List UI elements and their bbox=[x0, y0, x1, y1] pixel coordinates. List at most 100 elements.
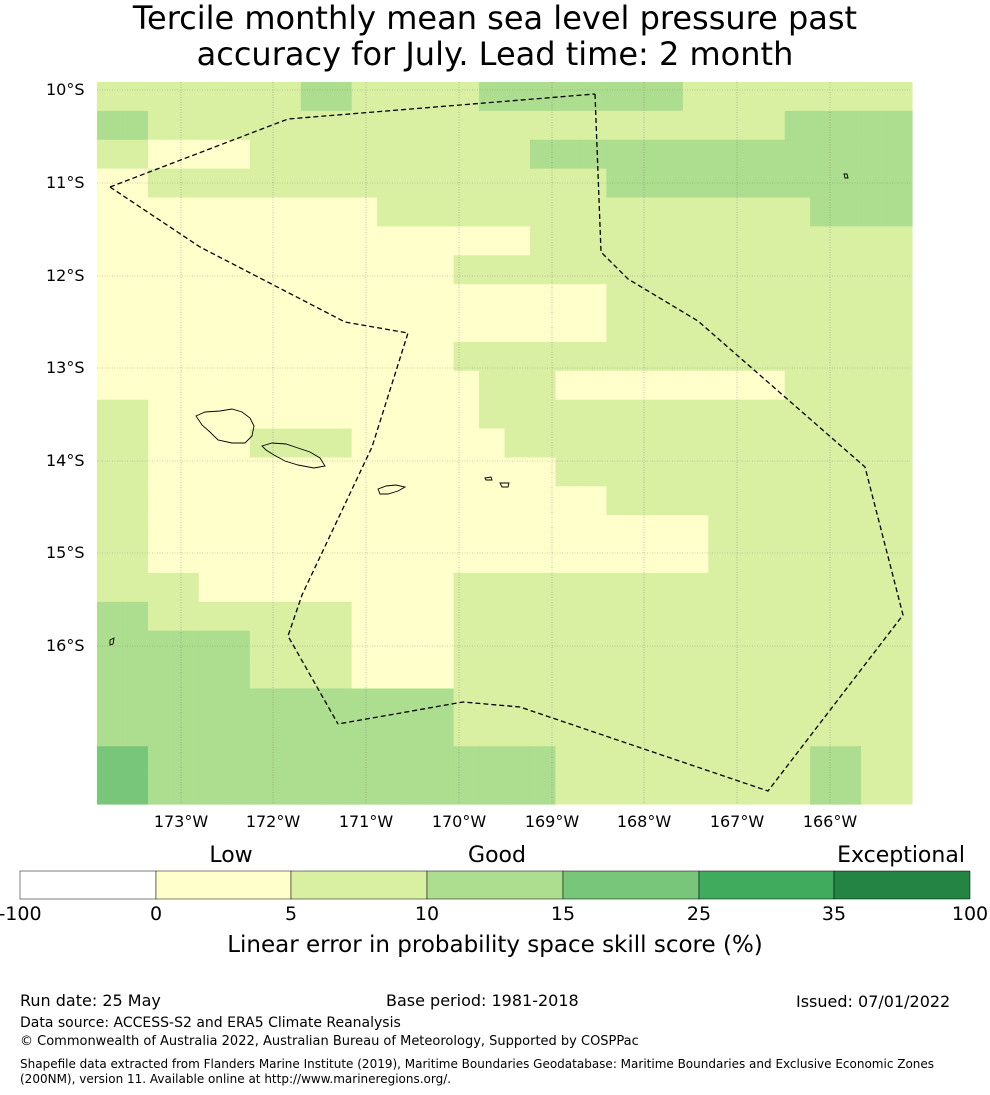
skill-cell bbox=[326, 746, 353, 776]
skill-cell bbox=[428, 428, 455, 459]
skill-cell bbox=[835, 688, 862, 718]
skill-cell bbox=[733, 486, 760, 516]
skill-cell bbox=[402, 110, 429, 141]
skill-cell bbox=[810, 572, 837, 603]
skill-cell bbox=[428, 226, 455, 256]
skill-cell bbox=[631, 226, 658, 256]
skill-cell bbox=[198, 775, 225, 805]
skill-cell bbox=[810, 313, 837, 343]
skill-cell bbox=[504, 370, 531, 401]
skill-cell bbox=[402, 370, 429, 401]
skill-cell bbox=[300, 284, 327, 314]
skill-cell bbox=[122, 313, 149, 343]
skill-cell bbox=[606, 82, 633, 112]
skill-cell bbox=[479, 255, 506, 285]
skill-cell bbox=[733, 428, 760, 459]
colorbar-tick-label: -100 bbox=[0, 903, 42, 925]
skill-cell bbox=[147, 168, 175, 199]
skill-cell bbox=[580, 313, 607, 343]
skill-cell bbox=[224, 139, 251, 170]
skill-cell bbox=[759, 341, 786, 372]
skill-cell bbox=[810, 168, 837, 199]
skill-cell bbox=[529, 572, 557, 603]
skill-cell bbox=[708, 255, 735, 285]
skill-cell bbox=[555, 572, 582, 603]
longitude-label: 167°W bbox=[709, 812, 765, 831]
skill-cell bbox=[453, 139, 480, 170]
skill-cell bbox=[631, 341, 658, 372]
skill-cell bbox=[784, 486, 811, 516]
skill-cell bbox=[631, 197, 658, 227]
skill-cell bbox=[733, 370, 760, 401]
skill-cell bbox=[275, 341, 302, 372]
skill-cell bbox=[147, 717, 175, 747]
skill-cell bbox=[886, 601, 913, 632]
skill-cell bbox=[861, 717, 888, 747]
skill-cell bbox=[733, 544, 760, 574]
skill-cell bbox=[479, 428, 506, 459]
skill-cell bbox=[326, 313, 353, 343]
skill-cell bbox=[580, 746, 607, 776]
skill-cell bbox=[657, 197, 684, 227]
skill-cell bbox=[759, 139, 786, 170]
skill-cell bbox=[147, 746, 175, 776]
skill-cell bbox=[147, 659, 175, 690]
skill-cell bbox=[886, 486, 913, 516]
skill-cell bbox=[555, 630, 582, 661]
skill-cell bbox=[147, 544, 175, 574]
skill-cell bbox=[224, 515, 251, 545]
skill-cell bbox=[708, 168, 735, 199]
skill-cell bbox=[453, 255, 480, 285]
category-exceptional: Exceptional bbox=[837, 843, 965, 868]
skill-cell bbox=[555, 746, 582, 776]
skill-cell bbox=[682, 688, 709, 718]
skill-cell bbox=[249, 82, 276, 112]
skill-cell bbox=[733, 601, 760, 632]
skill-cell bbox=[377, 630, 404, 661]
skill-cell bbox=[224, 630, 251, 661]
skill-cell bbox=[97, 515, 124, 545]
skill-cell bbox=[479, 486, 506, 516]
skill-cell bbox=[606, 746, 633, 776]
skill-cell bbox=[504, 601, 531, 632]
skill-cell bbox=[835, 255, 862, 285]
skill-cell bbox=[682, 341, 709, 372]
skill-cell bbox=[631, 313, 658, 343]
skill-cell bbox=[682, 428, 709, 459]
skill-cell bbox=[682, 197, 709, 227]
skill-cell bbox=[657, 428, 684, 459]
skill-cell bbox=[861, 313, 888, 343]
skill-cell bbox=[249, 370, 276, 401]
skill-cell bbox=[631, 544, 658, 574]
skill-cell bbox=[479, 572, 506, 603]
skill-cell bbox=[682, 659, 709, 690]
skill-cell bbox=[479, 717, 506, 747]
skill-cell bbox=[275, 775, 302, 805]
skill-cell bbox=[249, 139, 276, 170]
skill-cell bbox=[402, 226, 429, 256]
skill-cell bbox=[122, 110, 149, 141]
skill-cell bbox=[657, 717, 684, 747]
skill-cell bbox=[835, 370, 862, 401]
skill-cell bbox=[224, 775, 251, 805]
skill-cell bbox=[810, 370, 837, 401]
skill-cell bbox=[555, 255, 582, 285]
skill-cell bbox=[198, 255, 225, 285]
skill-cell bbox=[198, 226, 225, 256]
skill-cell bbox=[886, 168, 913, 199]
skill-cell bbox=[428, 688, 455, 718]
island-shapes bbox=[109, 173, 849, 646]
skill-cell bbox=[631, 168, 658, 199]
eez-east-boundary bbox=[337, 93, 904, 792]
skill-cell bbox=[402, 197, 429, 227]
skill-cell bbox=[326, 226, 353, 256]
skill-cell bbox=[198, 168, 225, 199]
skill-cell bbox=[147, 399, 175, 430]
skill-cell bbox=[224, 486, 251, 516]
skill-cell bbox=[504, 341, 531, 372]
skill-cell bbox=[733, 717, 760, 747]
skill-cell bbox=[861, 168, 888, 199]
skill-cell bbox=[631, 370, 658, 401]
skill-cell bbox=[657, 746, 684, 776]
skill-cell bbox=[173, 284, 200, 314]
